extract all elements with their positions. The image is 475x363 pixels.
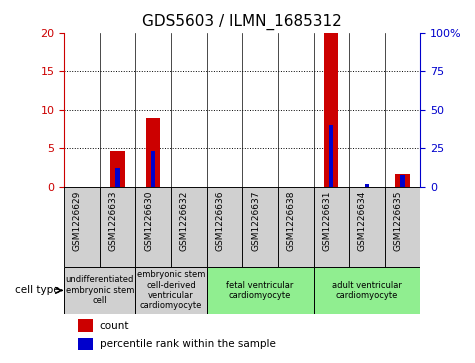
Text: GSM1226632: GSM1226632: [180, 191, 189, 251]
Bar: [349, 187, 385, 267]
Text: GSM1226634: GSM1226634: [358, 191, 367, 251]
Bar: [207, 187, 242, 267]
Text: GSM1226636: GSM1226636: [216, 191, 224, 252]
Text: embryonic stem
cell-derived
ventricular
cardiomyocyte: embryonic stem cell-derived ventricular …: [137, 270, 205, 310]
Bar: [400, 175, 405, 187]
Bar: [395, 174, 409, 187]
Text: cell type: cell type: [15, 285, 59, 295]
Bar: [242, 187, 278, 267]
Text: GSM1226633: GSM1226633: [109, 191, 118, 252]
Bar: [110, 151, 124, 187]
Text: GSM1226637: GSM1226637: [251, 191, 260, 252]
Bar: [314, 267, 420, 314]
Text: count: count: [100, 321, 129, 331]
Text: fetal ventricular
cardiomyocyte: fetal ventricular cardiomyocyte: [227, 281, 294, 300]
Bar: [64, 187, 100, 267]
Bar: [329, 125, 333, 187]
Bar: [365, 184, 369, 187]
Text: GSM1226638: GSM1226638: [287, 191, 295, 252]
Bar: [314, 187, 349, 267]
Bar: [324, 33, 338, 187]
Text: adult ventricular
cardiomyocyte: adult ventricular cardiomyocyte: [332, 281, 402, 300]
Bar: [135, 267, 207, 314]
Text: percentile rank within the sample: percentile rank within the sample: [100, 339, 276, 349]
Text: GSM1226635: GSM1226635: [394, 191, 403, 252]
Bar: [385, 187, 420, 267]
Bar: [78, 319, 93, 332]
Bar: [151, 151, 155, 187]
Bar: [171, 187, 207, 267]
Text: GSM1226629: GSM1226629: [73, 191, 82, 251]
Bar: [207, 267, 314, 314]
Bar: [146, 118, 160, 187]
Text: GSM1226630: GSM1226630: [144, 191, 153, 252]
Text: undifferentiated
embryonic stem
cell: undifferentiated embryonic stem cell: [66, 276, 134, 305]
Bar: [64, 267, 135, 314]
Bar: [100, 187, 135, 267]
Bar: [278, 187, 314, 267]
Bar: [115, 168, 120, 187]
Text: GSM1226631: GSM1226631: [323, 191, 332, 252]
Title: GDS5603 / ILMN_1685312: GDS5603 / ILMN_1685312: [142, 14, 342, 30]
Bar: [78, 338, 93, 350]
Bar: [135, 187, 171, 267]
